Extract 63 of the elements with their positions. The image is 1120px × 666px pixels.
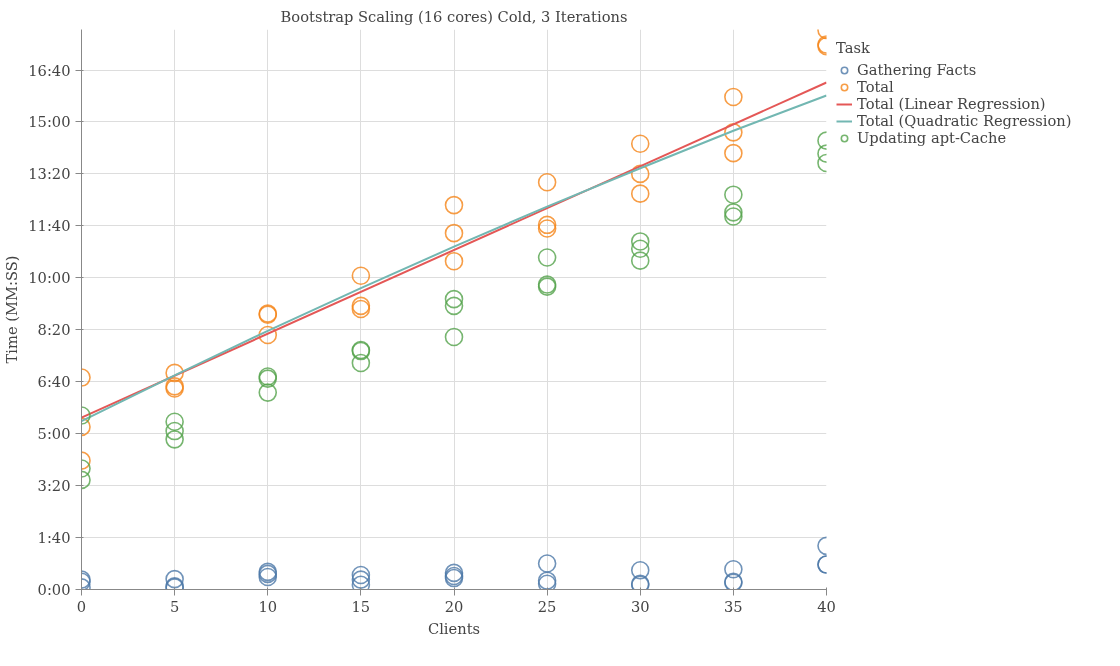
- point: [444, 195, 464, 215]
- point: [444, 327, 464, 347]
- y-tick-label: 8:20: [37, 321, 71, 339]
- x-tick-label: 15: [351, 597, 371, 615]
- point: [444, 289, 464, 309]
- point: [630, 232, 650, 251]
- point: [537, 554, 557, 573]
- point: [630, 184, 650, 203]
- x-axis-title: Clients: [427, 619, 481, 637]
- point: [165, 569, 184, 589]
- x-tick-label: 35: [724, 597, 743, 615]
- point: [258, 383, 278, 402]
- point: [165, 430, 184, 449]
- point: [724, 185, 743, 204]
- y-tick-label: 16:40: [28, 61, 71, 79]
- legend-label: Gathering Facts: [857, 61, 977, 78]
- legend-label: Updating apt-Cache: [857, 129, 1007, 146]
- y-tick-label: 0:00: [37, 581, 71, 598]
- point: [351, 266, 371, 286]
- point: [630, 164, 650, 184]
- x-tick-label: 5: [169, 597, 180, 615]
- point: [351, 565, 371, 585]
- point: [630, 561, 650, 580]
- legend-label: Total (Linear Regression): [857, 95, 1046, 112]
- point: [537, 248, 557, 267]
- point: [444, 296, 464, 316]
- point: [724, 207, 743, 226]
- point: [724, 203, 743, 222]
- x-tick-label: 25: [537, 597, 557, 615]
- point: [537, 172, 557, 192]
- chart-title: Bootstrap Scaling (16 cores) Cold, 3 Iterations: [280, 7, 628, 25]
- x-tick-label: 30: [630, 597, 650, 615]
- y-tick-label: 5:00: [37, 425, 71, 443]
- y-tick-label: 13:20: [28, 165, 71, 183]
- point: [444, 223, 464, 243]
- point: [165, 412, 184, 431]
- y-axis-title: Time (MM:SS): [3, 255, 21, 364]
- y-tick-label: 1:40: [37, 529, 71, 547]
- point: [630, 251, 650, 270]
- x-tick-label: 40: [817, 597, 836, 615]
- point: [630, 239, 650, 258]
- legend-label: Total: [857, 78, 894, 95]
- y-tick-label: 6:40: [37, 373, 71, 391]
- x-tick-label: 0: [76, 597, 87, 615]
- point: [724, 143, 743, 163]
- point: [724, 123, 743, 142]
- point: [444, 251, 464, 271]
- point: [724, 87, 743, 107]
- point: [165, 363, 184, 383]
- x-tick-label: 20: [444, 597, 464, 615]
- y-tick-label: 10:00: [28, 269, 71, 287]
- point: [630, 134, 650, 154]
- y-tick-label: 3:20: [37, 477, 71, 495]
- x-tick-label: 10: [258, 597, 278, 615]
- point: [351, 353, 371, 373]
- y-tick-label: 15:00: [28, 113, 71, 131]
- point: [724, 559, 743, 579]
- y-tick-label: 11:40: [28, 217, 71, 235]
- point: [351, 570, 371, 589]
- point: [258, 325, 278, 345]
- point: [165, 421, 184, 441]
- legend-title: Task: [836, 39, 871, 56]
- legend-label: Total (Quadratic Regression): [857, 112, 1072, 129]
